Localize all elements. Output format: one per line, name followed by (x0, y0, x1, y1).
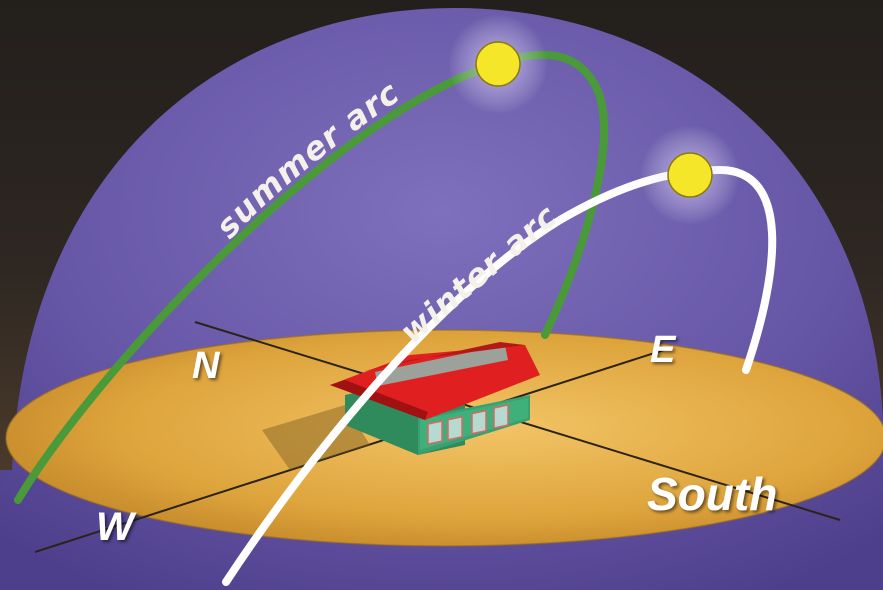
house (330, 342, 540, 455)
window (493, 404, 509, 429)
compass-north-label: N (192, 345, 221, 387)
window (427, 420, 443, 445)
compass-east-label: E (650, 329, 677, 371)
winter-sun (667, 152, 713, 198)
window (447, 415, 463, 441)
compass-south-label: South (647, 468, 777, 520)
compass-west-label: W (96, 505, 137, 549)
summer-sun (475, 41, 521, 87)
clerestory-windows (375, 345, 508, 386)
window (471, 409, 487, 435)
winter-arc-path (222, 165, 777, 586)
east-west-axis (34, 347, 671, 553)
